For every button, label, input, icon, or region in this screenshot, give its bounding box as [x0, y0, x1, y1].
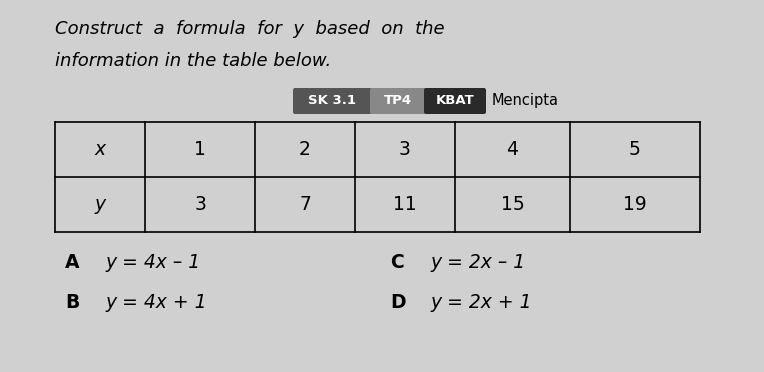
Text: y = 2x + 1: y = 2x + 1	[430, 293, 532, 312]
Text: x: x	[95, 140, 105, 159]
Text: 3: 3	[399, 140, 411, 159]
Text: C: C	[390, 253, 403, 272]
Text: information in the table below.: information in the table below.	[55, 52, 332, 70]
Text: 4: 4	[507, 140, 519, 159]
Text: A: A	[65, 253, 79, 272]
Text: Mencipta: Mencipta	[492, 93, 559, 109]
Text: y = 4x + 1: y = 4x + 1	[105, 293, 206, 312]
Text: y = 4x – 1: y = 4x – 1	[105, 253, 200, 272]
FancyBboxPatch shape	[370, 88, 426, 114]
Text: 2: 2	[299, 140, 311, 159]
Text: KBAT: KBAT	[435, 94, 474, 108]
Text: 1: 1	[194, 140, 206, 159]
Text: SK 3.1: SK 3.1	[309, 94, 357, 108]
Text: 5: 5	[629, 140, 641, 159]
Text: 7: 7	[299, 195, 311, 214]
Text: D: D	[390, 293, 406, 312]
Text: y = 2x – 1: y = 2x – 1	[430, 253, 525, 272]
Text: y: y	[95, 195, 105, 214]
Text: Construct  a  formula  for  y  based  on  the: Construct a formula for y based on the	[55, 20, 445, 38]
Text: B: B	[65, 293, 79, 312]
Text: 11: 11	[393, 195, 417, 214]
FancyBboxPatch shape	[293, 88, 372, 114]
Text: 3: 3	[194, 195, 206, 214]
FancyBboxPatch shape	[424, 88, 486, 114]
Text: 15: 15	[500, 195, 524, 214]
Text: 19: 19	[623, 195, 647, 214]
Text: TP4: TP4	[384, 94, 412, 108]
